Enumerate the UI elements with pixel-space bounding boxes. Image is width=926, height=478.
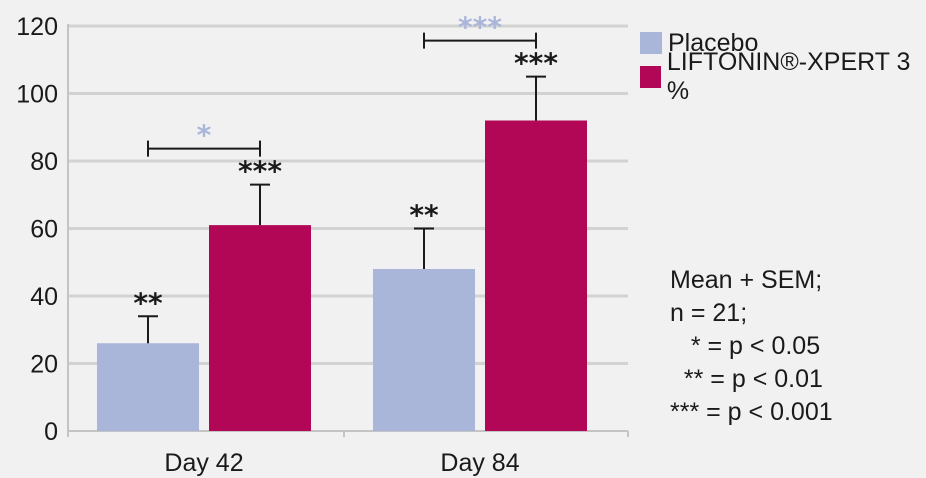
note-p0001: *** = p < 0.001 bbox=[670, 398, 833, 426]
y-tick-label: 80 bbox=[30, 148, 58, 176]
legend-swatch-liftonin bbox=[640, 66, 661, 88]
bar bbox=[209, 225, 311, 431]
note-mean-sem: Mean + SEM; bbox=[670, 266, 823, 294]
legend-label-placebo: Placebo bbox=[668, 28, 759, 57]
statistics-notes: Mean + SEM; n = 21; * = p < 0.05 ** = p … bbox=[670, 264, 833, 429]
comparison-significance-label: * bbox=[197, 119, 212, 152]
y-tick-label: 60 bbox=[30, 216, 58, 244]
comparison-significance-label: *** bbox=[458, 11, 502, 44]
note-p005: * = p < 0.05 bbox=[670, 332, 821, 360]
bar bbox=[485, 120, 587, 431]
legend-item-liftonin: LIFTONIN®-XPERT 3 % bbox=[640, 48, 926, 105]
legend-label-liftonin: LIFTONIN®-XPERT 3 % bbox=[666, 48, 911, 105]
x-category-label: Day 42 bbox=[164, 449, 243, 477]
bar bbox=[373, 269, 475, 431]
legend-swatch-placebo bbox=[640, 32, 662, 54]
x-category-label: Day 84 bbox=[440, 449, 519, 477]
y-tick-label: 0 bbox=[44, 418, 58, 446]
significance-label: *** bbox=[238, 155, 282, 188]
legend: Placebo LIFTONIN®-XPERT 3 % bbox=[640, 26, 926, 105]
y-tick-label: 120 bbox=[16, 13, 58, 41]
bar bbox=[97, 343, 199, 431]
significance-label: ** bbox=[409, 199, 439, 232]
legend-item-placebo: Placebo bbox=[640, 26, 926, 60]
significance-label: ** bbox=[133, 286, 163, 319]
significance-label: *** bbox=[514, 47, 558, 80]
y-tick-label: 20 bbox=[30, 351, 58, 379]
y-tick-label: 40 bbox=[30, 283, 58, 311]
y-tick-label: 100 bbox=[16, 81, 58, 109]
note-p001: ** = p < 0.01 bbox=[670, 365, 823, 393]
note-n: n = 21; bbox=[670, 299, 748, 327]
